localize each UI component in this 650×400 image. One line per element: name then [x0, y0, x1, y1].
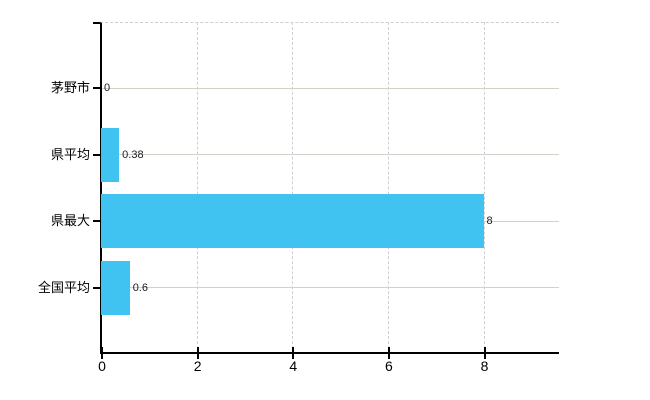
vertical-gridline [483, 22, 485, 354]
bar-value-label: 0 [104, 82, 111, 95]
y-axis-tick [93, 286, 100, 289]
horizontal-gridline [102, 87, 559, 89]
x-axis-tick [196, 347, 199, 359]
y-axis-tick [93, 153, 100, 156]
x-axis-tick [292, 347, 295, 359]
bar [101, 260, 130, 315]
category-label: 全国平均 [37, 279, 90, 295]
y-axis-tick [93, 220, 100, 223]
y-axis-tick [93, 87, 100, 90]
bar-value-label: 0.6 [132, 281, 148, 294]
bar [101, 127, 120, 182]
vertical-gridline [387, 22, 389, 354]
bar [101, 194, 484, 249]
category-label: 茅野市 [50, 80, 90, 96]
x-axis-tick [101, 347, 103, 359]
horizontal-gridline [102, 287, 559, 289]
y-axis-top-tick [93, 22, 100, 24]
vertical-gridline [292, 22, 294, 354]
x-axis-tick [483, 347, 486, 359]
bar-value-label: 0.38 [122, 148, 144, 161]
x-axis-tick-label: 8 [480, 358, 489, 374]
vertical-gridline [196, 22, 198, 354]
x-axis-tick-label: 4 [289, 358, 298, 374]
category-label: 県平均 [50, 146, 90, 162]
x-axis-tick-label: 0 [98, 358, 106, 374]
x-axis-tick [387, 347, 390, 359]
plot-area [100, 22, 559, 354]
horizontal-gridline [102, 154, 559, 156]
x-axis-tick-label: 2 [193, 358, 202, 374]
bar-value-label: 8 [486, 215, 493, 228]
x-axis-tick-label: 6 [384, 358, 393, 374]
category-label: 県最大 [50, 213, 90, 229]
